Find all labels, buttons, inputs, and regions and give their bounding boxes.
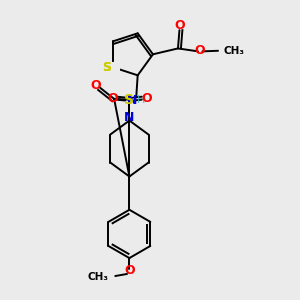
Text: CH₃: CH₃: [88, 272, 109, 283]
Text: S: S: [124, 93, 134, 106]
Text: N: N: [124, 110, 135, 124]
Text: O: O: [194, 44, 205, 57]
Text: S: S: [102, 61, 111, 74]
Text: N: N: [127, 94, 138, 107]
Text: CH₃: CH₃: [223, 46, 244, 56]
Text: O: O: [124, 264, 135, 277]
Text: O: O: [175, 19, 185, 32]
Text: S: S: [102, 61, 111, 74]
Text: O: O: [141, 92, 152, 105]
Text: O: O: [91, 79, 101, 92]
Text: H: H: [137, 95, 146, 105]
Text: O: O: [107, 92, 118, 105]
